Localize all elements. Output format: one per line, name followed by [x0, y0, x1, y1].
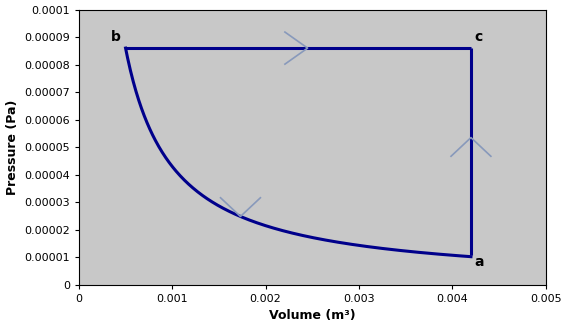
X-axis label: Volume (m³): Volume (m³) — [269, 309, 356, 322]
Y-axis label: Pressure (Pa): Pressure (Pa) — [6, 99, 19, 195]
Text: b: b — [111, 30, 121, 44]
Text: c: c — [475, 30, 483, 44]
Text: a: a — [475, 255, 484, 269]
